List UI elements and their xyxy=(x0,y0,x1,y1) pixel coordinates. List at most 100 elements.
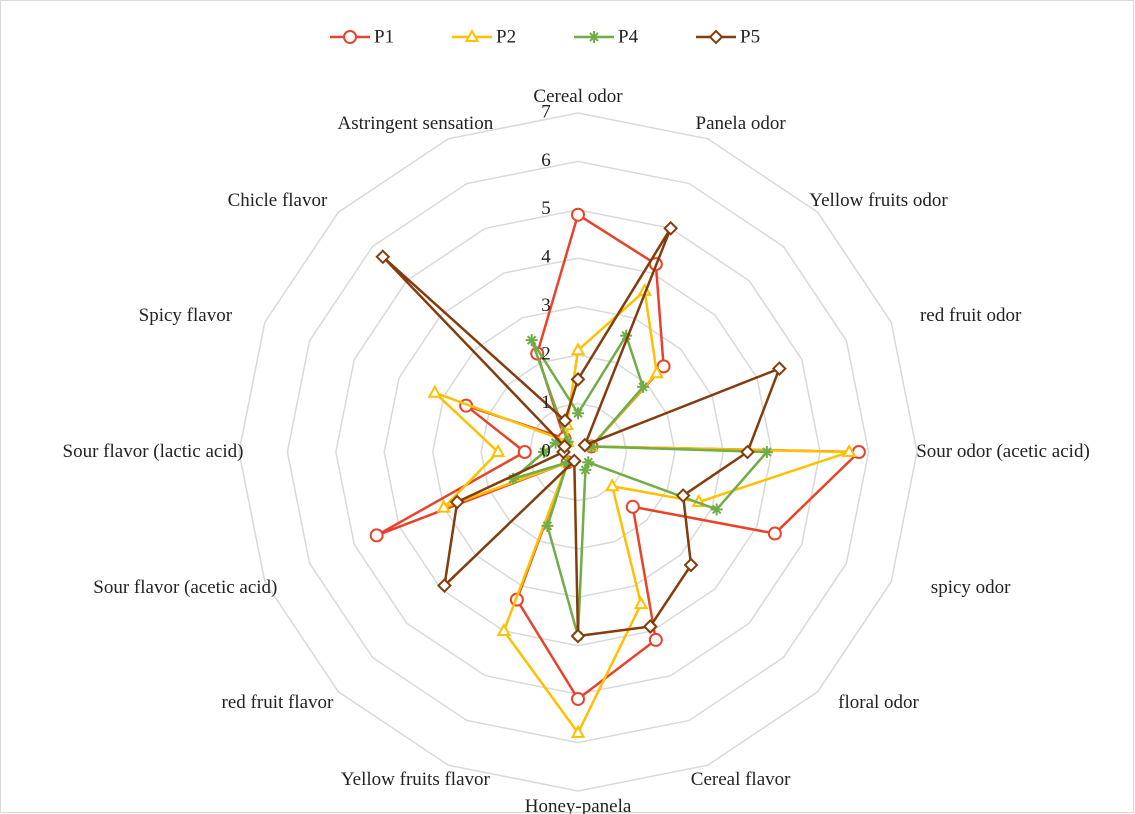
category-label: Sour flavor (lactic acid) xyxy=(62,441,244,462)
category-label-box: red fruit odor xyxy=(919,305,1022,327)
marker xyxy=(842,443,857,457)
grid-ring xyxy=(238,112,918,792)
category-label: red fruit flavor xyxy=(221,692,334,714)
r-tick-label: 3 xyxy=(541,295,551,316)
marker xyxy=(625,499,640,514)
marker xyxy=(648,632,663,647)
marker xyxy=(538,446,551,458)
category-label: red fruit odor xyxy=(919,305,1022,327)
series xyxy=(375,220,787,644)
category-label: Sour flavor (acetic acid) xyxy=(93,576,278,598)
category-label: Cereal odor xyxy=(533,86,623,107)
marker xyxy=(570,342,586,356)
category-label-box: Yellow fruits odor xyxy=(809,189,948,211)
marker xyxy=(767,526,782,541)
marker xyxy=(577,437,593,453)
marker xyxy=(369,528,384,543)
marker xyxy=(561,435,574,448)
marker xyxy=(549,436,562,449)
marker xyxy=(375,249,391,265)
marker xyxy=(637,380,650,393)
r-tick-label: 2 xyxy=(541,344,551,365)
marker xyxy=(585,440,598,453)
category-label-box: Panela odor xyxy=(695,113,786,135)
category-label: spicy odor xyxy=(930,576,1011,598)
marker xyxy=(588,31,600,43)
legend-label: P5 xyxy=(740,26,760,47)
r-tick-label: 5 xyxy=(541,198,551,219)
category-label: Yellow fruits odor xyxy=(809,189,948,211)
category-label-box: Chicle flavor xyxy=(227,189,328,211)
marker xyxy=(557,439,572,454)
category-label: Astringent sensation xyxy=(337,113,494,135)
category-label: Spicy flavor xyxy=(138,305,233,327)
category-label-box: Sour flavor (acetic acid) xyxy=(93,576,278,598)
category-label: Honey-panela xyxy=(524,796,632,814)
r-tick-label: 1 xyxy=(541,392,551,413)
marker xyxy=(571,691,585,706)
marker xyxy=(620,329,633,342)
category-label-box: Cereal flavor xyxy=(690,768,791,790)
category-label: floral odor xyxy=(838,692,919,714)
marker xyxy=(570,628,586,644)
category-label-box: Cereal odor xyxy=(533,86,623,107)
category-label-box: Astringent sensation xyxy=(337,113,494,135)
marker xyxy=(760,446,773,458)
marker xyxy=(605,478,620,492)
marker xyxy=(642,619,658,634)
marker xyxy=(771,361,787,377)
category-label-box: Sour odor (acetic acid) xyxy=(916,441,1090,462)
marker xyxy=(571,207,585,222)
marker xyxy=(579,463,592,476)
category-label-box: Sour flavor (lactic acid) xyxy=(62,441,244,462)
marker xyxy=(561,456,574,469)
grid-ring xyxy=(480,354,676,550)
category-label-box: Spicy flavor xyxy=(138,305,233,327)
marker xyxy=(572,407,584,420)
marker xyxy=(343,30,357,44)
marker xyxy=(437,578,452,593)
marker xyxy=(464,28,480,42)
marker xyxy=(649,365,664,379)
category-label: Panela odor xyxy=(695,113,786,135)
marker xyxy=(710,503,723,516)
marker xyxy=(582,456,595,469)
marker xyxy=(490,443,506,457)
r-tick-label: 4 xyxy=(541,247,551,268)
marker xyxy=(449,494,465,510)
category-label-box: red fruit flavor xyxy=(221,692,334,714)
category-label: Yellow fruits flavor xyxy=(340,768,490,790)
r-tick-label: 6 xyxy=(541,150,551,171)
legend-label: P1 xyxy=(374,26,394,47)
marker xyxy=(740,444,755,460)
marker xyxy=(496,622,512,636)
marker xyxy=(656,359,671,374)
category-label: Cereal flavor xyxy=(690,768,791,790)
marker xyxy=(541,519,554,532)
r-tick-label: 7 xyxy=(541,101,551,122)
marker xyxy=(557,413,573,429)
category-label: Chicle flavor xyxy=(227,189,328,211)
marker xyxy=(675,488,691,503)
marker xyxy=(566,453,582,469)
grid-ring xyxy=(383,257,773,647)
marker xyxy=(427,384,443,398)
marker xyxy=(525,334,538,347)
legend-label: P4 xyxy=(618,26,639,47)
marker xyxy=(633,596,649,610)
marker xyxy=(517,445,532,459)
marker xyxy=(507,472,520,485)
marker xyxy=(683,557,699,573)
category-label-box: Honey-panela xyxy=(524,796,632,814)
category-label: Sour odor (acetic acid) xyxy=(916,441,1090,462)
category-label-box: floral odor xyxy=(838,692,919,714)
legend-label: P2 xyxy=(496,26,516,47)
category-label-box: spicy odor xyxy=(930,576,1011,598)
category-label-box: Yellow fruits flavor xyxy=(340,768,490,790)
marker xyxy=(570,371,586,387)
r-tick-label: 0 xyxy=(541,440,551,461)
marker xyxy=(708,29,724,45)
marker xyxy=(436,499,451,513)
marker xyxy=(570,724,586,738)
